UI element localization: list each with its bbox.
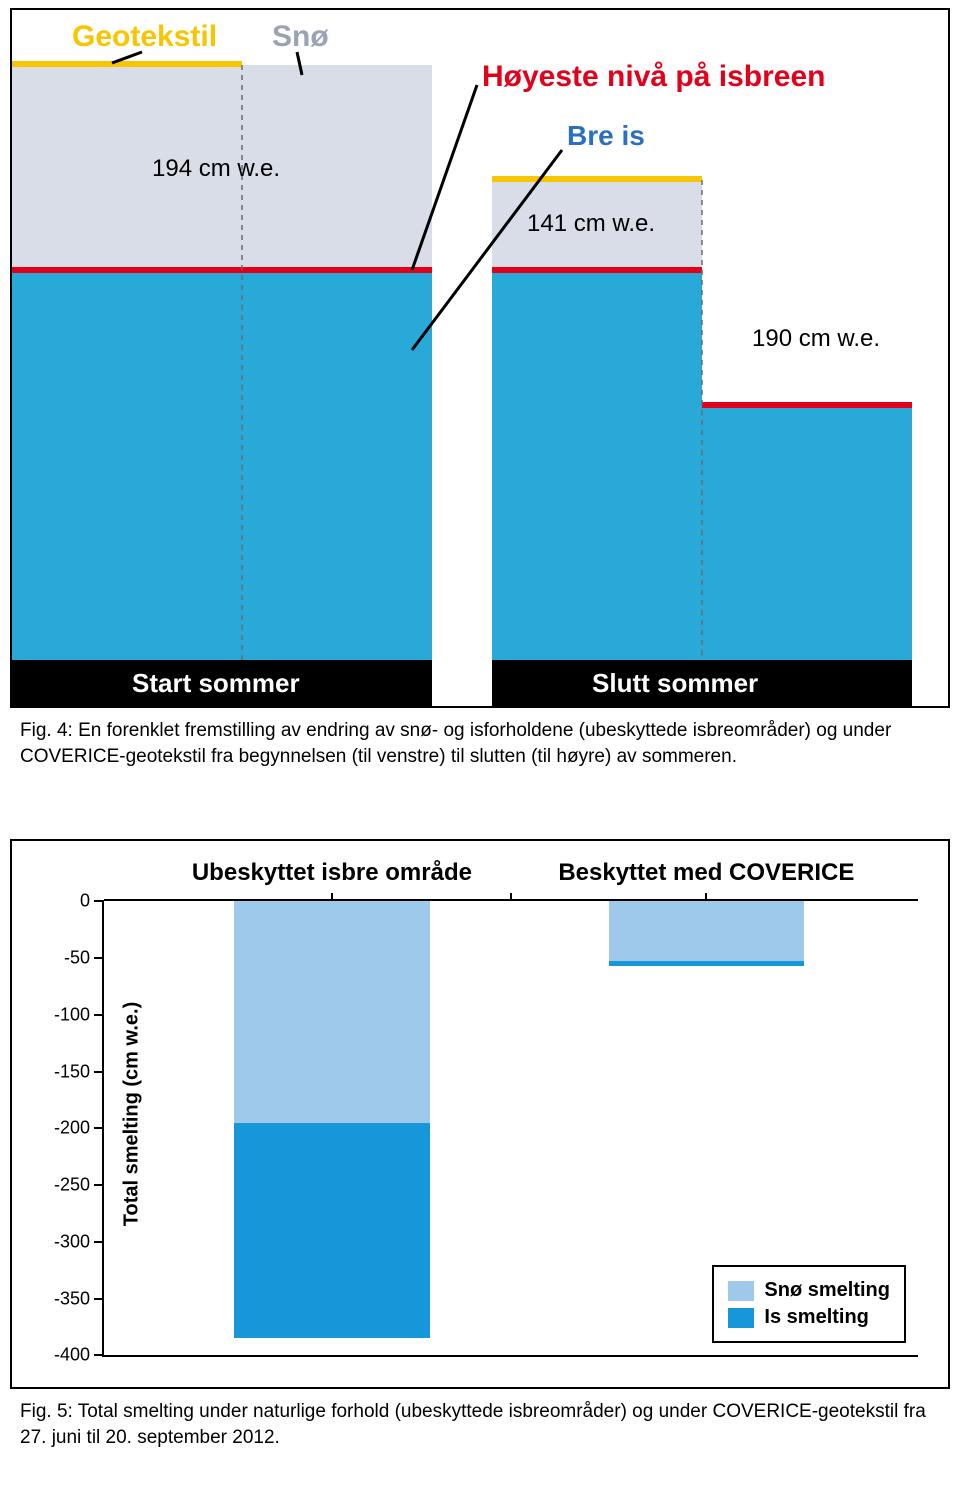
ytick-label: -400 (54, 1345, 90, 1366)
figure-5-caption: Fig. 5: Total smelting under naturlige f… (20, 1399, 940, 1450)
ytick (94, 1241, 104, 1243)
ytick-label: -200 (54, 1118, 90, 1139)
ytick-label: -150 (54, 1061, 90, 1082)
ytick (94, 1354, 104, 1356)
bar-seg-is (609, 961, 804, 966)
bar-seg-sno (234, 901, 429, 1122)
xaxis-slutt-sommer: Slutt sommer (592, 668, 758, 699)
bar-seg-sno (609, 901, 804, 961)
label-bre-is: Bre is (567, 120, 645, 152)
ytick (94, 1014, 104, 1016)
plot-area: Ubeskyttet isbre område Beskyttet med CO… (102, 901, 918, 1357)
value-141: 141 cm w.e. (527, 210, 655, 238)
ytick-label: -50 (64, 948, 90, 969)
ytick (94, 1298, 104, 1300)
label-sno: Snø (272, 20, 329, 54)
xaxis-start-sommer: Start sommer (132, 668, 300, 699)
bar-1 (609, 901, 804, 1355)
ytick-label: -100 (54, 1004, 90, 1025)
ytick (94, 1071, 104, 1073)
ytick-label: -350 (54, 1288, 90, 1309)
figure-4: Geotekstil Snø Høyeste nivå på isbreen Bre … (10, 8, 950, 769)
ytick (94, 900, 104, 902)
figure-4-caption: Fig. 4: En forenklet fremstilling av end… (20, 718, 940, 769)
bar-0 (234, 901, 429, 1355)
value-194: 194 cm w.e. (152, 155, 280, 183)
ytick-label: -300 (54, 1231, 90, 1252)
figure-4-leaders (12, 10, 950, 708)
label-hoyeste: Høyeste nivå på isbreen (482, 60, 825, 94)
value-190: 190 cm w.e. (752, 325, 880, 353)
figure-4-frame: Geotekstil Snø Høyeste nivå på isbreen Bre … (10, 8, 950, 708)
column-title-left: Ubeskyttet isbre område (192, 859, 472, 887)
ytick-label: 0 (80, 891, 90, 912)
ytick (94, 1127, 104, 1129)
figure-5-frame: Total smelting (cm w.e.) Ubeskyttet isbr… (10, 839, 950, 1389)
ytick (94, 957, 104, 959)
figure-5: Total smelting (cm w.e.) Ubeskyttet isbr… (10, 839, 950, 1450)
bar-seg-is (234, 1123, 429, 1339)
ytick (94, 1184, 104, 1186)
label-geotekstil: Geotekstil (72, 20, 217, 54)
ytick-label: -250 (54, 1175, 90, 1196)
column-title-right: Beskyttet med COVERICE (558, 859, 854, 887)
